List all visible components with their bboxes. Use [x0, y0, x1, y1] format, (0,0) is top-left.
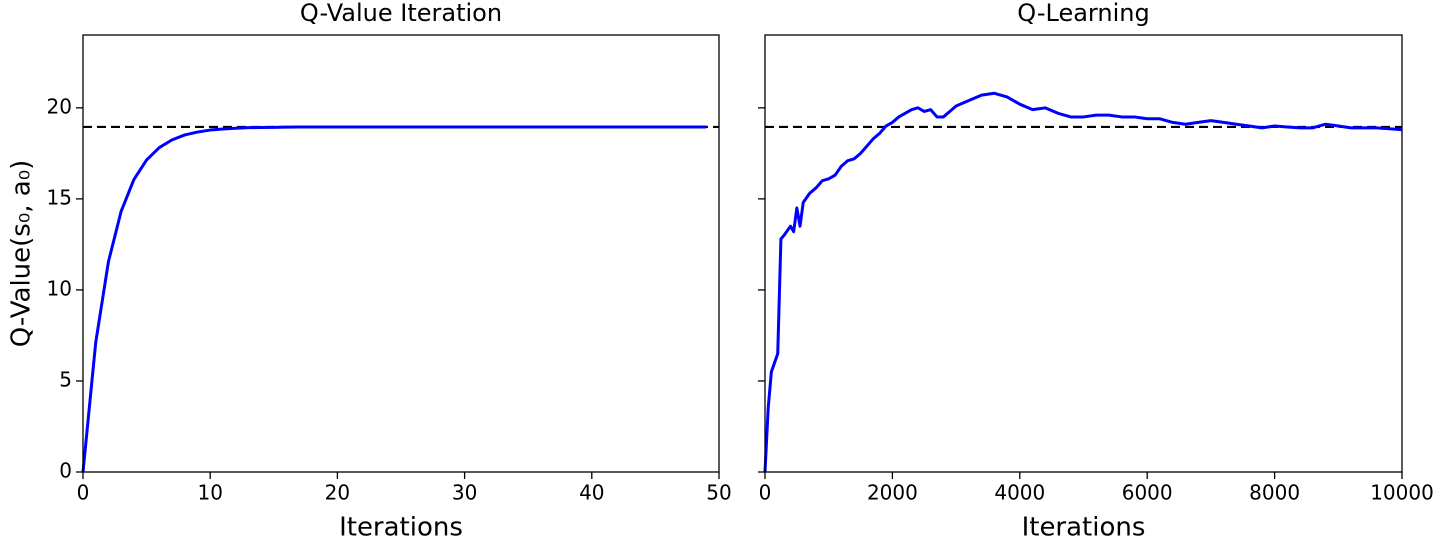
x-tick-label: 20	[325, 481, 350, 505]
x-tick-label: 0	[77, 481, 90, 505]
chart-title: Q-Learning	[1017, 0, 1149, 27]
data-line	[763, 91, 1403, 473]
x-tick-label: 40	[579, 481, 604, 505]
data-line	[81, 125, 707, 473]
y-tick-label: 20	[47, 94, 72, 118]
x-tick-label: 8000	[1249, 481, 1300, 505]
chart-title: Q-Value Iteration	[300, 0, 502, 27]
x-axis-label: Iterations	[1022, 513, 1146, 542]
x-tick-label: 50	[706, 481, 731, 505]
x-tick-label: 0	[759, 481, 772, 505]
axes-frame	[82, 34, 720, 473]
x-tick-label: 2000	[867, 481, 918, 505]
axes-frame	[764, 34, 1403, 473]
y-tick-label: 10	[47, 276, 72, 300]
x-axis-label: Iterations	[339, 513, 463, 542]
y-axis-label: Q-Value(s₀, a₀)	[7, 160, 37, 348]
x-tick-label: 10000	[1370, 481, 1434, 505]
y-tick-label: 5	[59, 367, 72, 391]
y-tick-label: 0	[59, 459, 72, 483]
y-tick-label: 15	[47, 185, 72, 209]
x-tick-label: 6000	[1122, 481, 1173, 505]
x-tick-label: 4000	[994, 481, 1045, 505]
x-tick-label: 10	[197, 481, 222, 505]
x-tick-label: 30	[452, 481, 477, 505]
